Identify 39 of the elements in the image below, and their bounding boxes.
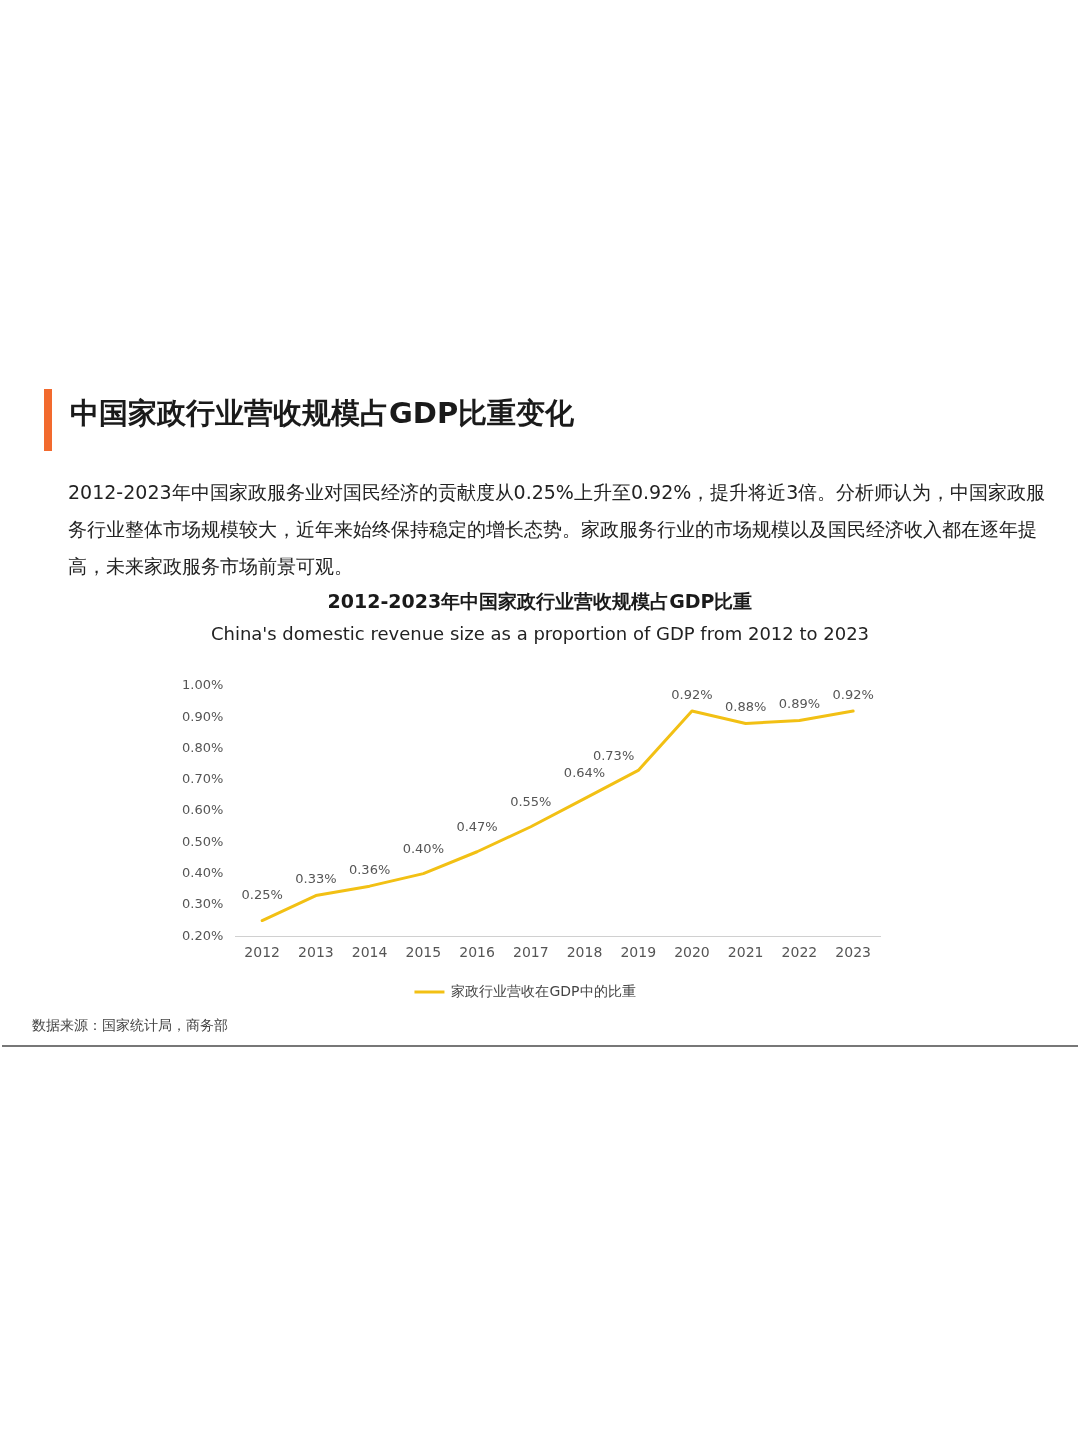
data-label: 0.89% [778,696,821,712]
y-tick-label: 0.60% [181,802,224,818]
text: 2012-2023年中国家政服务业对国民经济的贡献度从0.25%上升至0.92%，提升将近3倍。分析师认为，中国家政服务行业整体市场规模较大，近年来始终保持稳定的增长态势。家政服务行业的市场规模以及国民经济收入都在逐年提高，未来家政服务市场前景可观。 [68,480,1047,579]
y-tick-label: 1.00% [181,677,224,693]
y-tick-label: 0.70% [181,771,224,787]
x-tick-label: 2019 [620,944,657,961]
x-tick-label: 2012 [244,944,280,961]
x-tick-label: 2018 [566,944,603,961]
x-tick-label: 2017 [512,944,549,961]
data-label: 0.55% [510,793,552,809]
data-label: 0.92% [832,686,874,702]
data-label: 0.64% [563,765,606,781]
data-label: 0.33% [295,871,337,887]
x-tick-label: 2014 [351,944,388,961]
x-tick-label: 2015 [405,944,442,961]
source-note: 数据来源：国家统计局，商务部 [32,1017,228,1035]
data-label: 0.36% [348,862,391,878]
y-tick-label: 0.90% [181,708,224,724]
y-tick-label: 0.40% [181,865,224,881]
x-tick-label: 2021 [727,944,764,961]
chart-subtitle: 2012-2023年中国家政行业营收规模占GDP比重 [326,589,754,614]
x-tick-label: 2022 [781,944,818,961]
data-label: 0.88% [725,699,767,715]
data-label: 0.25% [241,887,283,903]
x-tick-label: 2013 [298,944,334,961]
data-label: 0.47% [456,818,498,834]
text: China's domestic revenue size as a proportion of GDP from 2012 to 2023 [209,623,871,644]
data-label: 0.92% [671,686,713,702]
x-tick-label: 2016 [459,944,495,961]
y-tick-label: 0.30% [181,896,224,912]
data-label: 0.73% [592,748,635,764]
x-tick-label: 2020 [674,944,710,961]
y-tick-label: 0.80% [181,739,224,755]
y-tick-label: 0.50% [181,833,224,849]
chart-title: 中国家政行业营收规模占GDP比重变化 [70,395,575,432]
y-tick-label: 0.20% [181,927,224,943]
data-label: 0.40% [402,840,444,856]
x-tick-label: 2023 [835,944,871,961]
legend-label: 家政行业营收在GDP中的比重 [451,982,636,999]
